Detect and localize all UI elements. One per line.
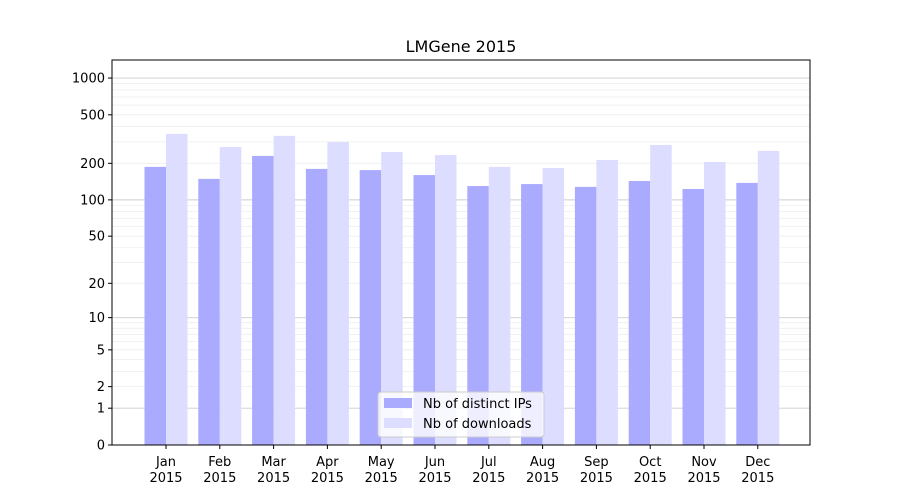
bar-ips	[305, 168, 328, 445]
bar-ips	[574, 186, 597, 445]
bar-ips	[144, 166, 166, 446]
bar-ips	[198, 178, 220, 445]
y-tick-label: 0	[97, 439, 105, 454]
bar-downloads	[166, 133, 188, 445]
y-tick-label: 2	[97, 380, 105, 395]
y-tick-label: 10	[88, 311, 105, 326]
y-tick-label: 1	[97, 402, 105, 417]
x-tick-label: Mar 2015	[257, 455, 290, 486]
y-tick-label: 100	[80, 193, 105, 208]
legend-box	[377, 391, 545, 438]
x-tick-label: Sep 2015	[580, 455, 613, 486]
legend-label: Nb of distinct IPs	[423, 397, 532, 412]
y-tick-label: 500	[80, 108, 105, 123]
x-tick-label: Jan 2015	[149, 455, 182, 486]
y-tick-label: 200	[80, 157, 105, 172]
bar-downloads	[273, 135, 296, 446]
x-tick-label: May 2015	[365, 455, 398, 486]
y-tick-label: 20	[88, 277, 105, 292]
bar-downloads	[704, 162, 726, 445]
x-tick-label: Apr 2015	[311, 455, 344, 486]
bar-downloads	[488, 166, 511, 446]
x-tick-label: Jun 2015	[418, 455, 451, 486]
x-tick-label: Dec 2015	[741, 455, 774, 486]
x-tick-label: Feb 2015	[203, 455, 236, 486]
bar-ips	[359, 170, 382, 445]
bar-ips	[413, 175, 435, 445]
legend-swatch	[384, 418, 412, 428]
bar-downloads	[219, 147, 242, 445]
bar-downloads	[542, 168, 565, 445]
bars	[144, 133, 780, 446]
bar-downloads	[435, 155, 457, 445]
x-axis: Jan 2015 Feb 2015 Mar 2015 Apr 2015 May 2015 Jun 20…	[149, 445, 774, 486]
bar-downloads	[381, 151, 403, 445]
bar-downloads	[327, 142, 349, 445]
legend: Nb of distinct IPs Nb of downloads	[377, 391, 545, 438]
bar-ips	[521, 184, 543, 446]
y-tick-label: 1000	[72, 72, 105, 87]
legend-label: Nb of downloads	[423, 417, 532, 432]
bar-downloads	[650, 144, 672, 445]
chart-title: LMGene 2015	[406, 37, 517, 56]
x-tick-label: Aug 2015	[526, 455, 559, 486]
y-tick-label: 5	[97, 343, 105, 358]
x-tick-label: Oct 2015	[634, 455, 667, 486]
bar-ips	[467, 186, 489, 445]
bar-ips	[628, 181, 651, 445]
bar-downloads	[757, 150, 780, 445]
y-axis: 0 1 2 5 10 20 50 100 200 500 1000	[72, 72, 112, 454]
bar-ips	[682, 188, 704, 445]
y-tick-label: 50	[88, 230, 105, 245]
legend-swatch	[384, 398, 412, 408]
bar-downloads	[596, 159, 618, 445]
bar-ips	[736, 182, 758, 445]
x-tick-label: Jul 2015	[472, 455, 505, 486]
x-tick-label: Nov 2015	[687, 455, 720, 486]
bar-ips	[252, 155, 274, 446]
plot-frame	[111, 59, 811, 446]
